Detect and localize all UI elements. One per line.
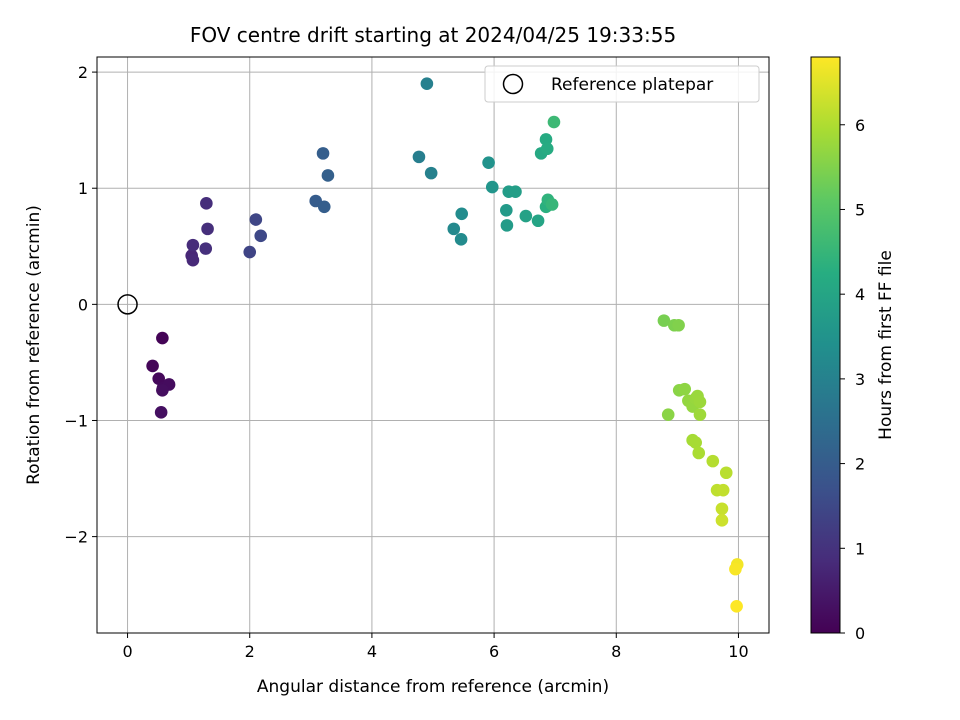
data-point [547,115,561,129]
legend: Reference platepar [484,65,760,103]
data-point [243,245,257,259]
chart-title: FOV centre drift starting at 2024/04/25 … [190,23,676,47]
legend-box [484,65,760,103]
data-point [716,483,730,497]
y-axis-ticks: −2 −1 0 1 2 [64,63,97,547]
y-axis-label: Rotation from reference (arcmin) [24,205,44,485]
data-point [715,502,729,516]
y-tick-label: 2 [78,63,88,82]
colorbar-ticks: 0 1 2 3 4 5 6 [840,116,865,643]
data-point [455,207,469,221]
data-point [412,150,426,164]
legend-reference-marker-icon [502,73,524,95]
data-point [693,408,707,421]
data-point [500,219,514,232]
data-point [200,197,213,210]
data-point [254,229,268,243]
data-point [657,314,671,327]
x-tick-label: 0 [122,642,132,661]
data-point [500,203,513,217]
colorbar-tick-label: 4 [855,285,865,304]
data-point [715,514,729,527]
data-point [672,318,685,332]
x-tick-label: 10 [728,642,748,661]
data-point [509,185,522,199]
data-point [729,562,742,576]
x-tick-label: 2 [245,642,255,661]
data-point [156,383,169,397]
data-point [689,436,702,449]
data-point [156,331,169,345]
colorbar-tick-label: 3 [855,370,865,389]
x-axis-label: Angular distance from reference (arcmin) [257,677,609,697]
data-point [531,214,545,228]
y-tick-label: −1 [64,411,88,430]
data-points [146,77,744,613]
colorbar-tick-label: 6 [855,116,865,135]
data-point [539,133,553,146]
data-point [545,198,559,211]
data-point [154,406,168,419]
data-point [692,446,706,460]
x-tick-label: 8 [611,642,621,661]
data-point [146,359,159,373]
colorbar-tick-label: 5 [855,200,865,219]
data-point [249,213,263,226]
colorbar-tick-label: 1 [855,539,865,558]
data-point [424,166,438,180]
data-point [540,142,554,156]
data-point [201,222,214,236]
data-point [317,200,331,214]
data-point [730,599,743,613]
data-point [719,466,733,480]
data-point [454,233,468,246]
y-tick-label: −2 [64,528,88,547]
data-point [485,180,499,194]
data-point [693,395,707,409]
data-point [447,222,461,236]
data-point [661,408,675,421]
data-point [321,169,335,182]
data-point [706,454,720,468]
legend-label: Reference platepar [551,75,713,95]
data-point [482,156,495,169]
reference-marker-group [117,294,138,315]
data-point [316,147,330,160]
data-point [678,382,691,396]
reference-platepar-marker [117,294,138,315]
colorbar-label: Hours from first FF file [876,250,896,440]
colorbar-tick-label: 2 [855,455,865,474]
colorbar-tick-label: 0 [855,624,865,643]
colorbar [810,56,841,634]
data-point [186,238,200,252]
plot-frame [96,56,770,634]
x-tick-label: 4 [367,642,377,661]
data-point [199,242,213,255]
x-tick-label: 6 [489,642,499,661]
y-tick-label: 1 [78,179,88,198]
data-point [519,209,533,223]
x-axis-ticks: 0 2 4 6 8 10 [122,633,749,661]
y-tick-label: 0 [78,295,88,314]
data-point [186,253,200,267]
data-point [420,77,434,91]
